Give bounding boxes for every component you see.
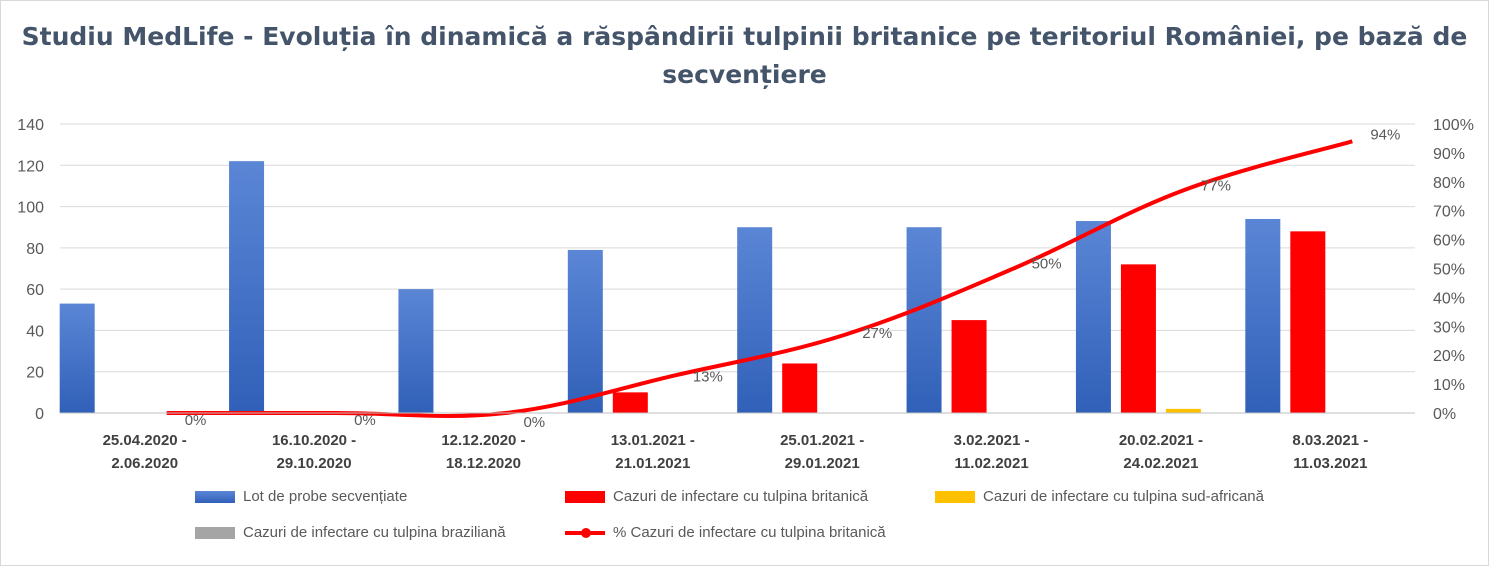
y-right-tick-label: 80% [1433,175,1465,192]
legend-item: Cazuri de infectare cu tulpina sud-afric… [935,488,1264,505]
y-left-tick-label: 100 [17,200,44,217]
legend-swatch [935,490,975,503]
legend-label: Cazuri de infectare cu tulpina brazilian… [243,524,506,541]
data-label: 27% [862,325,892,342]
legend-swatch [195,526,235,539]
legend-label: % Cazuri de infectare cu tulpina britani… [613,524,886,541]
y-right-tick-label: 50% [1433,262,1465,279]
y-right-tick-label: 60% [1433,233,1465,250]
legend-item: Lot de probe secvențiate [195,488,407,505]
x-tick-label: 29.01.2021 [785,455,860,472]
bar-british-cases [1290,231,1326,413]
x-tick-label: 3.02.2021 - [954,432,1030,449]
legend-label: Cazuri de infectare cu tulpina britanică [613,488,869,505]
y-left-tick-label: 120 [17,158,44,175]
data-label: 50% [1032,256,1062,273]
data-label: 94% [1370,126,1400,143]
legend-swatch [565,490,605,503]
y-right-tick-label: 100% [1433,117,1474,134]
y-left-tick-label: 60 [26,282,44,299]
data-label: 77% [1201,177,1231,194]
y-left-tick-label: 0 [35,406,44,423]
x-tick-label: 24.02.2021 [1123,455,1198,472]
legend-label: Lot de probe secvențiate [243,488,408,505]
x-tick-label: 11.03.2021 [1293,455,1367,472]
x-tick-label: 25.04.2020 - [103,432,187,449]
y-left-tick-label: 20 [26,365,44,382]
x-tick-label: 13.01.2021 - [611,432,695,449]
chart-title: Studiu MedLife - Evoluția în dinamică a … [21,22,1468,89]
bar-samples [567,249,603,413]
y-right-tick-label: 20% [1433,348,1465,365]
bar-samples [398,289,434,413]
bar-samples [229,161,265,413]
bar-samples [59,303,95,413]
bar-samples [1075,221,1111,413]
x-tick-label: 21.01.2021 [615,455,690,472]
chart-legend: Lot de probe secvențiate Cazuri de infect… [195,488,1395,558]
bar-british-cases [951,320,987,413]
y-right-tick-label: 0% [1433,406,1456,423]
x-tick-label: 20.02.2021 - [1119,432,1203,449]
data-label: 0% [354,412,376,429]
y-right-tick-label: 70% [1433,204,1465,221]
legend-item: Cazuri de infectare cu tulpina britanică [565,488,868,505]
bar-samples [1245,218,1281,413]
y-right-tick-label: 10% [1433,377,1465,394]
legend-label: Cazuri de infectare cu tulpina sud-afric… [983,488,1264,505]
data-label: 0% [185,412,207,429]
legend-item: Cazuri de infectare cu tulpina brazilian… [195,524,506,541]
bar-british-cases [782,363,818,413]
x-tick-label: 12.12.2020 - [441,432,525,449]
data-label: 0% [523,414,545,431]
x-tick-label: 29.10.2020 [277,455,352,472]
y-left-tick-label: 80 [26,241,44,258]
bar-south-african-cases [1165,408,1201,413]
x-tick-label: 2.06.2020 [111,455,178,472]
legend-item: % Cazuri de infectare cu tulpina britani… [565,524,886,541]
bar-samples [906,227,942,413]
y-left-tick-label: 140 [17,117,44,134]
legend-swatch [565,527,605,538]
x-tick-label: 8.03.2021 - [1292,432,1368,449]
data-label: 13% [693,368,723,385]
y-right-tick-label: 40% [1433,290,1465,307]
x-tick-label: 25.01.2021 - [780,432,864,449]
legend-swatch [195,490,235,503]
x-tick-label: 18.12.2020 [446,455,521,472]
y-right-tick-label: 90% [1433,146,1465,163]
bar-british-cases [1120,264,1156,413]
y-left-tick-label: 40 [26,323,44,340]
y-right-tick-label: 30% [1433,319,1465,336]
x-tick-label: 11.02.2021 [954,455,1028,472]
x-tick-label: 16.10.2020 - [272,432,356,449]
bar-british-cases [612,392,648,413]
bar-samples [737,227,773,413]
